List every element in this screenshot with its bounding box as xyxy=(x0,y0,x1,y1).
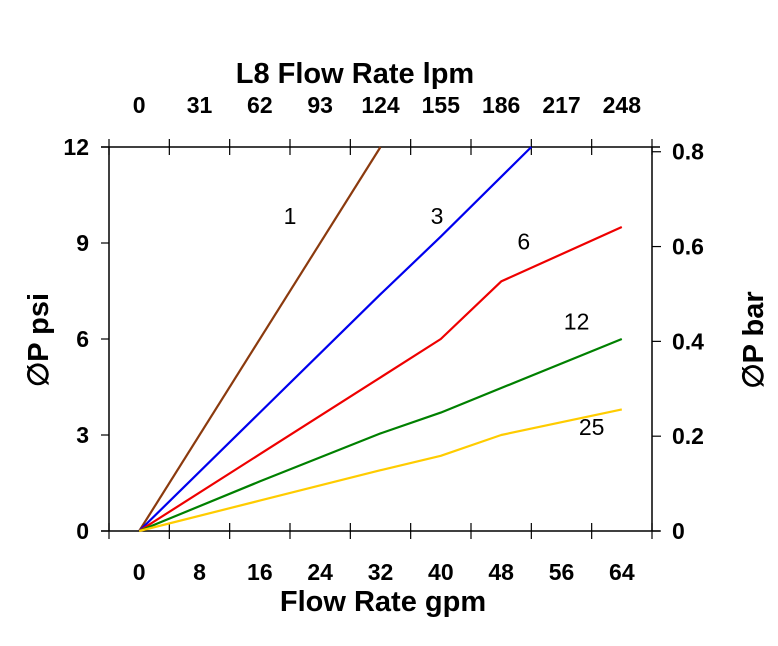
y-tick-label: 6 xyxy=(76,326,89,352)
x-tick-label: 48 xyxy=(488,559,514,585)
top-tick-label: 217 xyxy=(542,92,580,118)
y-tick-label: 9 xyxy=(76,230,89,256)
y-right-tick-label: 0.6 xyxy=(672,234,704,260)
series-label-3: 3 xyxy=(431,203,444,229)
series-label-25: 25 xyxy=(579,414,605,440)
x-tick-label: 0 xyxy=(133,559,146,585)
top-tick-label: 62 xyxy=(247,92,273,118)
x-tick-label: 24 xyxy=(307,559,333,585)
y-right-axis-title: ∅P bar xyxy=(738,291,770,388)
top-tick-label: 186 xyxy=(482,92,520,118)
x-tick-label: 16 xyxy=(247,559,273,585)
series-line-12 xyxy=(138,337,623,533)
x-tick-label: 56 xyxy=(549,559,575,585)
x-tick-label: 32 xyxy=(368,559,394,585)
axis-ticks xyxy=(101,139,661,539)
x-tick-label: 40 xyxy=(428,559,454,585)
y-tick-label: 12 xyxy=(63,134,89,160)
top-tick-label: 93 xyxy=(307,92,333,118)
series-line-3 xyxy=(138,146,533,532)
y-right-tick-label: 0.4 xyxy=(672,328,704,354)
series-line-6 xyxy=(138,225,623,532)
x-tick-label: 64 xyxy=(609,559,635,585)
y-right-tick-label: 0.8 xyxy=(672,139,704,165)
series-label-1: 1 xyxy=(284,203,297,229)
x-axis-title: Flow Rate gpm xyxy=(280,586,486,618)
tick-labels: 0 8 16 24 32 40 48 56 640 31 62 93 124 155 186 217 24803… xyxy=(63,92,704,585)
series-line-25 xyxy=(138,408,623,533)
y-tick-label: 3 xyxy=(76,422,89,448)
y-axis-title: ∅P psi xyxy=(23,293,55,387)
top-tick-label: 0 xyxy=(133,92,146,118)
y-tick-label: 0 xyxy=(76,518,89,544)
top-tick-label: 124 xyxy=(361,92,400,118)
series-label-12: 12 xyxy=(564,308,590,334)
y-right-tick-label: 0.2 xyxy=(672,423,704,449)
plot-frame xyxy=(101,146,660,532)
series-label-6: 6 xyxy=(517,228,530,254)
top-tick-label: 248 xyxy=(603,92,642,118)
y-right-tick-label: 0 xyxy=(672,518,685,544)
top-axis-title: L8 Flow Rate lpm xyxy=(236,58,474,90)
x-tick-label: 8 xyxy=(193,559,206,585)
top-tick-label: 155 xyxy=(422,92,461,118)
top-tick-label: 31 xyxy=(187,92,213,118)
series-lines: 1 3 6 12 25 xyxy=(138,146,623,533)
series-line-1 xyxy=(138,146,382,532)
